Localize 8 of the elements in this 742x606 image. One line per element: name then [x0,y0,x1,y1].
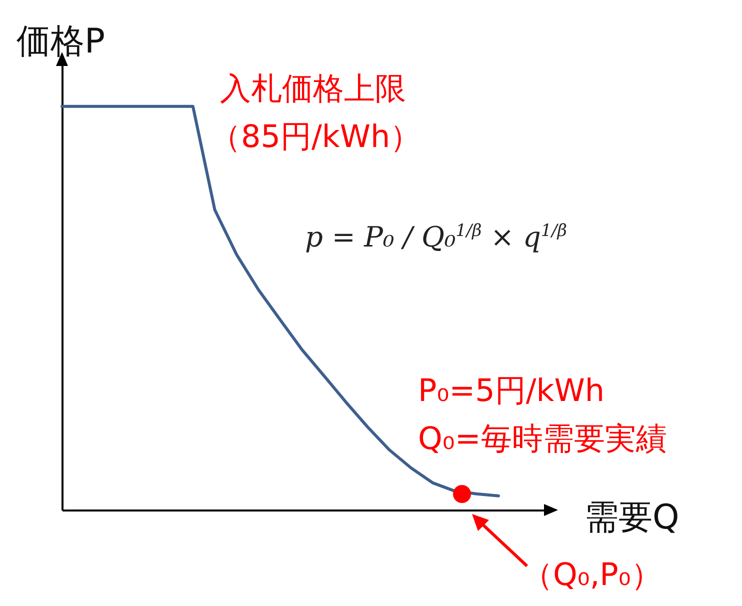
annotation: 入札価格上限 [220,71,406,107]
y-axis-title: 価格P [16,22,106,62]
text: （Q₀,P₀） [522,557,662,593]
annotation: p = P₀ / Q₀$^{1/β}$ × q$^{1/β}$ [305,220,567,254]
x-axis-title: 需要Q [584,498,680,538]
annotation: Q₀=毎時需要実績 [418,421,667,457]
annotation: P₀=5円/kWh [418,373,605,409]
annotation: （85円/kWh） [210,119,422,155]
